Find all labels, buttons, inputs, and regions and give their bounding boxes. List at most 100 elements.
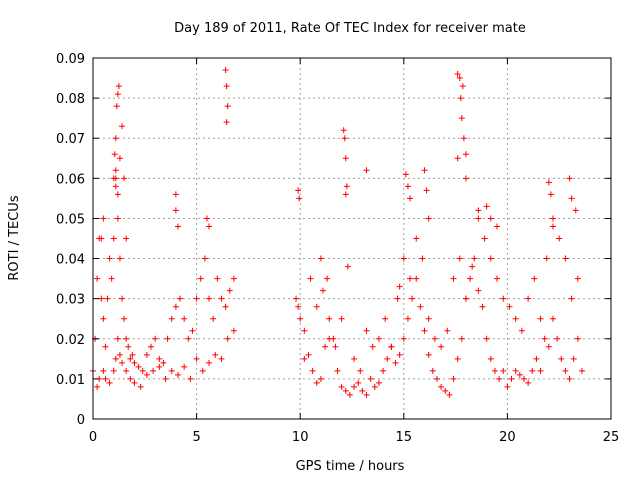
data-point	[554, 335, 561, 342]
data-point	[459, 83, 466, 90]
data-point	[129, 351, 136, 358]
data-point	[148, 343, 155, 350]
axis-ticks: 0 0.01 0.02 0.03 0.04 0.05 0.06 0.07 0.08 0.09 0 5 1…	[56, 52, 619, 445]
data-point	[206, 359, 213, 366]
data-point	[224, 103, 231, 110]
y-tick-label: 0.02	[56, 333, 85, 348]
data-point	[193, 295, 200, 302]
data-point	[475, 287, 482, 294]
data-point	[355, 379, 362, 386]
data-point	[351, 383, 358, 390]
data-point	[382, 315, 389, 322]
data-point	[496, 375, 503, 382]
data-point	[442, 387, 449, 394]
data-point	[102, 375, 109, 382]
data-point	[431, 335, 438, 342]
data-point	[317, 375, 324, 382]
data-point	[108, 275, 115, 282]
data-point	[481, 235, 488, 242]
data-point	[425, 351, 432, 358]
data-point	[218, 355, 225, 362]
data-point	[197, 275, 204, 282]
data-point	[413, 275, 420, 282]
data-point	[115, 83, 122, 90]
data-point	[210, 315, 217, 322]
data-point	[110, 367, 117, 374]
x-axis-label: GPS time / hours	[296, 459, 405, 474]
data-point	[326, 335, 333, 342]
data-point	[545, 343, 552, 350]
data-point	[203, 215, 210, 222]
data-point	[487, 215, 494, 222]
data-point	[574, 335, 581, 342]
data-point	[193, 355, 200, 362]
data-point	[423, 187, 430, 194]
data-point	[375, 335, 382, 342]
data-point	[156, 363, 163, 370]
data-point	[394, 295, 401, 302]
grid-lines	[93, 58, 611, 419]
data-point	[444, 327, 451, 334]
data-point	[556, 235, 563, 242]
data-point	[177, 295, 184, 302]
data-point	[467, 275, 474, 282]
data-point	[319, 287, 326, 294]
data-point	[297, 315, 304, 322]
data-point	[400, 255, 407, 262]
y-tick-label: 0	[77, 413, 85, 428]
data-point	[206, 223, 213, 230]
data-point	[487, 355, 494, 362]
data-point	[462, 175, 469, 182]
data-point	[458, 335, 465, 342]
data-point	[174, 371, 181, 378]
data-point	[469, 263, 476, 270]
data-point	[413, 235, 420, 242]
data-point	[572, 207, 579, 214]
data-point	[537, 367, 544, 374]
data-point	[172, 207, 179, 214]
data-point	[222, 303, 229, 310]
data-point	[112, 135, 119, 142]
data-point	[137, 383, 144, 390]
data-point	[462, 151, 469, 158]
data-point	[342, 155, 349, 162]
x-tick-label: 5	[192, 430, 200, 445]
data-point	[549, 315, 556, 322]
chart-title: Day 189 of 2011, Rate Of TEC Index for r…	[174, 21, 526, 36]
data-point	[100, 315, 107, 322]
data-point	[402, 171, 409, 178]
data-point	[322, 343, 329, 350]
data-point	[421, 167, 428, 174]
data-point	[396, 351, 403, 358]
data-point	[230, 275, 237, 282]
data-point	[369, 343, 376, 350]
data-point	[454, 71, 461, 78]
data-point	[301, 327, 308, 334]
data-point	[123, 235, 130, 242]
data-point	[541, 335, 548, 342]
data-point	[98, 295, 105, 302]
data-point	[156, 355, 163, 362]
data-point	[307, 275, 314, 282]
data-point	[131, 359, 138, 366]
data-point	[429, 367, 436, 374]
data-point	[483, 335, 490, 342]
data-point	[114, 91, 121, 98]
data-point	[342, 387, 349, 394]
data-point	[574, 275, 581, 282]
data-point	[293, 295, 300, 302]
data-point	[578, 367, 585, 374]
data-point	[116, 351, 123, 358]
data-point	[106, 379, 113, 386]
data-point	[494, 275, 501, 282]
data-point	[112, 355, 119, 362]
data-point	[518, 327, 525, 334]
data-point	[508, 375, 515, 382]
data-point	[516, 371, 523, 378]
data-point	[450, 275, 457, 282]
data-point	[174, 223, 181, 230]
x-tick-label: 20	[499, 430, 516, 445]
data-point	[164, 335, 171, 342]
data-point	[537, 315, 544, 322]
